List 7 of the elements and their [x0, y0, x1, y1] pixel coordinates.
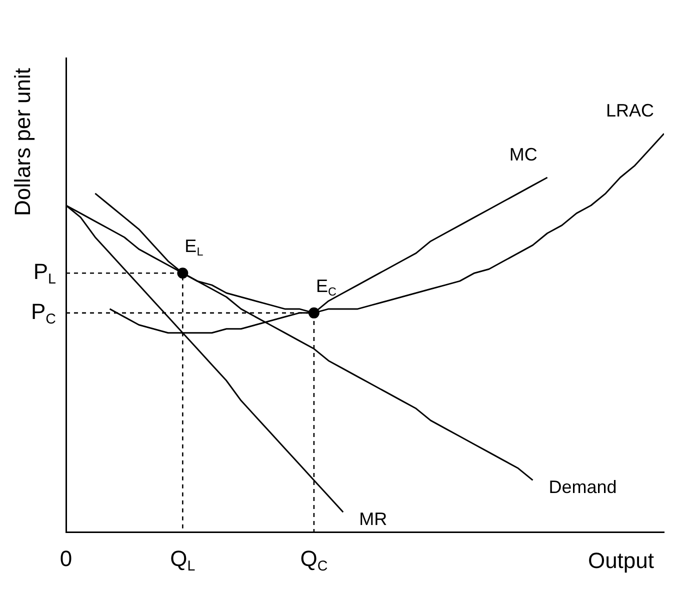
series-label: MC [509, 144, 538, 164]
series-label: MR [359, 509, 388, 530]
series-label: Demand [548, 477, 617, 498]
x-tick-label: 0 [60, 546, 72, 572]
series-label: LRAC [606, 100, 654, 121]
y-axis-title: Dollars per unit [10, 68, 36, 216]
x-axis-title: Output [588, 548, 654, 574]
